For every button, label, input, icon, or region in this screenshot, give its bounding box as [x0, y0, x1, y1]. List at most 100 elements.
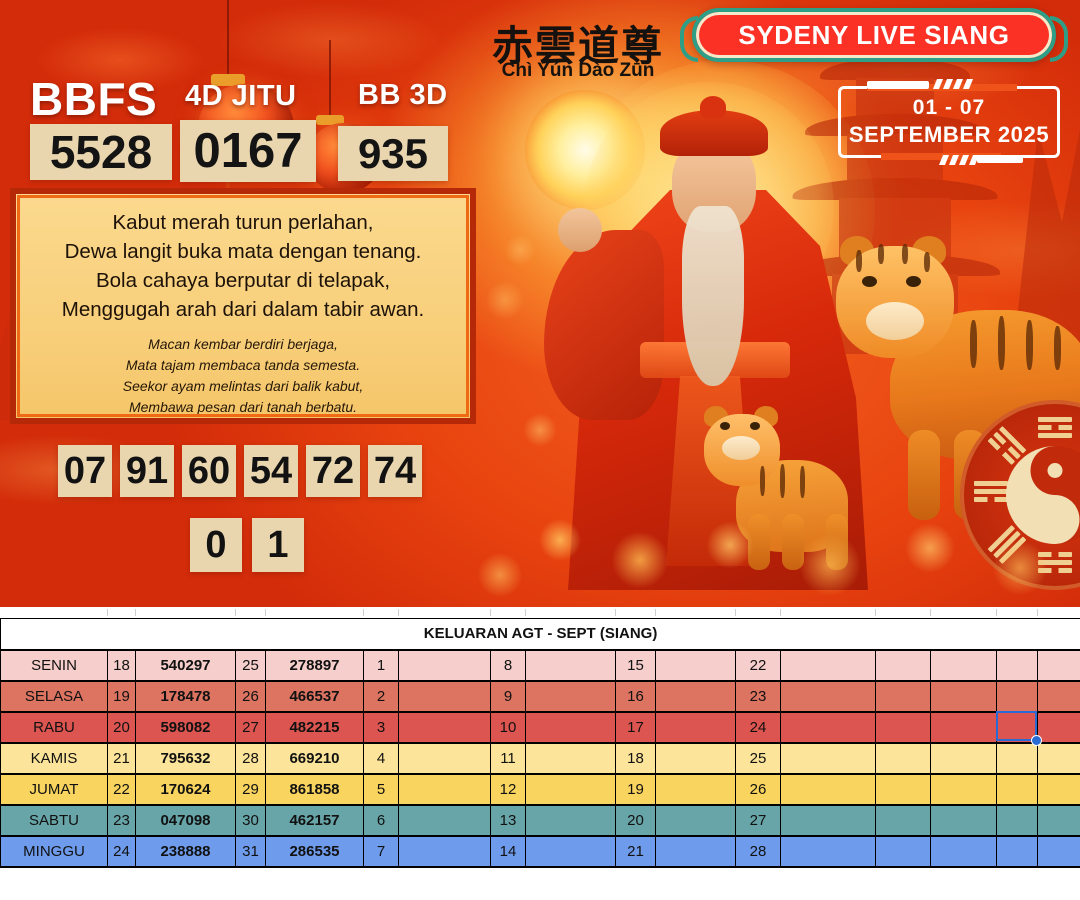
- cell-blank[interactable]: [1036, 803, 1080, 837]
- cell-blank[interactable]: [996, 648, 1038, 682]
- table-row[interactable]: JUMAT 22 170624 29 861858 5 12 19 26: [0, 772, 1080, 806]
- cell-blank[interactable]: [875, 710, 931, 744]
- cell-blank[interactable]: [1036, 834, 1080, 868]
- cell-num-3[interactable]: 18: [615, 741, 656, 775]
- cell-blank[interactable]: [655, 648, 736, 682]
- table-row[interactable]: SENIN 18 540297 25 278897 1 8 15 22: [0, 648, 1080, 682]
- cell-num-1[interactable]: 3: [363, 710, 399, 744]
- cell-blank[interactable]: [930, 710, 997, 744]
- cell-blank[interactable]: [875, 679, 931, 713]
- cell-result-2[interactable]: 466537: [265, 679, 364, 713]
- cell-day[interactable]: SABTU: [0, 803, 108, 837]
- cell-date-1[interactable]: 24: [107, 834, 136, 868]
- cell-num-2[interactable]: 11: [490, 741, 526, 775]
- cell-num-4[interactable]: 23: [735, 679, 781, 713]
- cell-blank[interactable]: [525, 772, 616, 806]
- cell-day[interactable]: MINGGU: [0, 834, 108, 868]
- cell-blank[interactable]: [1036, 772, 1080, 806]
- cell-date-2[interactable]: 25: [235, 648, 266, 682]
- cell-date-2[interactable]: 27: [235, 710, 266, 744]
- cell-num-2[interactable]: 8: [490, 648, 526, 682]
- cell-blank[interactable]: [930, 648, 997, 682]
- table-row[interactable]: RABU 20 598082 27 482215 3 10 17 24: [0, 710, 1080, 744]
- cell-blank[interactable]: [655, 834, 736, 868]
- cell-result-2[interactable]: 861858: [265, 772, 364, 806]
- cell-num-2[interactable]: 10: [490, 710, 526, 744]
- cell-num-2[interactable]: 12: [490, 772, 526, 806]
- cell-blank[interactable]: [875, 834, 931, 868]
- cell-num-4[interactable]: 28: [735, 834, 781, 868]
- cell-blank[interactable]: [525, 803, 616, 837]
- cell-num-1[interactable]: 1: [363, 648, 399, 682]
- cell-blank[interactable]: [525, 741, 616, 775]
- cell-blank[interactable]: [525, 834, 616, 868]
- cell-blank[interactable]: [930, 772, 997, 806]
- cell-result-2[interactable]: 462157: [265, 803, 364, 837]
- cell-blank[interactable]: [996, 741, 1038, 775]
- cell-blank[interactable]: [780, 803, 876, 837]
- cell-result-2[interactable]: 278897: [265, 648, 364, 682]
- table-row[interactable]: SELASA 19 178478 26 466537 2 9 16 23: [0, 679, 1080, 713]
- cell-date-2[interactable]: 30: [235, 803, 266, 837]
- cell-blank[interactable]: [398, 648, 491, 682]
- cell-day[interactable]: RABU: [0, 710, 108, 744]
- cell-blank[interactable]: [1036, 741, 1080, 775]
- cell-num-3[interactable]: 19: [615, 772, 656, 806]
- cell-num-3[interactable]: 16: [615, 679, 656, 713]
- cell-blank[interactable]: [930, 834, 997, 868]
- cell-blank[interactable]: [780, 710, 876, 744]
- cell-result-1[interactable]: 795632: [135, 741, 236, 775]
- cell-num-4[interactable]: 24: [735, 710, 781, 744]
- cell-blank[interactable]: [398, 679, 491, 713]
- cell-day[interactable]: KAMIS: [0, 741, 108, 775]
- cell-num-4[interactable]: 22: [735, 648, 781, 682]
- cell-num-2[interactable]: 14: [490, 834, 526, 868]
- cell-blank[interactable]: [525, 710, 616, 744]
- cell-blank[interactable]: [398, 803, 491, 837]
- cell-result-1[interactable]: 178478: [135, 679, 236, 713]
- cell-blank[interactable]: [398, 741, 491, 775]
- cell-date-1[interactable]: 21: [107, 741, 136, 775]
- live-market-badge[interactable]: SYDENY LIVE SIANG: [680, 8, 1068, 62]
- cell-num-4[interactable]: 26: [735, 772, 781, 806]
- cell-blank[interactable]: [655, 710, 736, 744]
- cell-blank[interactable]: [780, 679, 876, 713]
- cell-num-3[interactable]: 15: [615, 648, 656, 682]
- cell-num-2[interactable]: 9: [490, 679, 526, 713]
- cell-result-2[interactable]: 482215: [265, 710, 364, 744]
- cell-num-4[interactable]: 27: [735, 803, 781, 837]
- cell-blank[interactable]: [1036, 710, 1080, 744]
- cell-blank[interactable]: [780, 834, 876, 868]
- cell-num-1[interactable]: 6: [363, 803, 399, 837]
- cell-blank[interactable]: [655, 741, 736, 775]
- cell-result-1[interactable]: 238888: [135, 834, 236, 868]
- table-row[interactable]: SABTU 23 047098 30 462157 6 13 20 27: [0, 803, 1080, 837]
- cell-blank[interactable]: [525, 648, 616, 682]
- cell-day[interactable]: SENIN: [0, 648, 108, 682]
- cell-blank[interactable]: [655, 772, 736, 806]
- cell-blank[interactable]: [875, 741, 931, 775]
- cell-blank[interactable]: [780, 648, 876, 682]
- cell-num-2[interactable]: 13: [490, 803, 526, 837]
- cell-result-1[interactable]: 598082: [135, 710, 236, 744]
- cell-blank[interactable]: [1036, 679, 1080, 713]
- cell-blank[interactable]: [930, 741, 997, 775]
- cell-date-2[interactable]: 29: [235, 772, 266, 806]
- cell-blank[interactable]: [655, 803, 736, 837]
- cell-result-2[interactable]: 669210: [265, 741, 364, 775]
- cell-selected[interactable]: [996, 710, 1038, 744]
- cell-blank[interactable]: [875, 803, 931, 837]
- cell-blank[interactable]: [655, 679, 736, 713]
- cell-blank[interactable]: [398, 710, 491, 744]
- selection-box[interactable]: [996, 711, 1037, 741]
- cell-num-3[interactable]: 21: [615, 834, 656, 868]
- cell-date-1[interactable]: 20: [107, 710, 136, 744]
- cell-day[interactable]: SELASA: [0, 679, 108, 713]
- cell-result-2[interactable]: 286535: [265, 834, 364, 868]
- cell-day[interactable]: JUMAT: [0, 772, 108, 806]
- cell-blank[interactable]: [398, 772, 491, 806]
- cell-num-3[interactable]: 20: [615, 803, 656, 837]
- cell-blank[interactable]: [1036, 648, 1080, 682]
- cell-date-1[interactable]: 22: [107, 772, 136, 806]
- selection-fill-handle[interactable]: [1031, 735, 1042, 746]
